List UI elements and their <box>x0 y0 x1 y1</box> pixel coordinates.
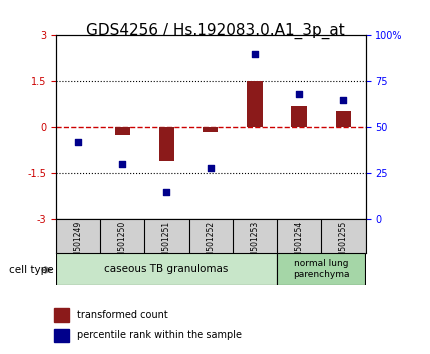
Text: GSM501250: GSM501250 <box>118 221 127 267</box>
Bar <box>277 253 366 285</box>
Point <box>252 51 258 57</box>
Point <box>340 97 347 103</box>
Bar <box>54 329 70 342</box>
Bar <box>292 106 307 127</box>
Text: transformed count: transformed count <box>77 310 168 320</box>
Bar <box>203 127 218 132</box>
Point <box>119 161 126 167</box>
Text: normal lung
parenchyma: normal lung parenchyma <box>293 259 350 279</box>
Text: GDS4256 / Hs.192083.0.A1_3p_at: GDS4256 / Hs.192083.0.A1_3p_at <box>86 23 344 39</box>
Text: caseous TB granulomas: caseous TB granulomas <box>104 264 229 274</box>
Text: GSM501251: GSM501251 <box>162 221 171 267</box>
Bar <box>54 308 70 321</box>
Text: GSM501252: GSM501252 <box>206 221 215 267</box>
Bar <box>114 127 130 135</box>
Bar <box>159 127 174 161</box>
Bar <box>336 110 351 127</box>
Point <box>74 139 81 145</box>
Text: GSM501253: GSM501253 <box>250 221 259 267</box>
Text: GSM501249: GSM501249 <box>74 221 83 267</box>
Bar <box>247 81 263 127</box>
Point <box>296 91 303 97</box>
Text: GSM501255: GSM501255 <box>339 221 348 267</box>
Bar <box>56 253 277 285</box>
Point <box>207 165 214 171</box>
Text: cell type: cell type <box>9 265 53 275</box>
Text: GSM501254: GSM501254 <box>295 221 304 267</box>
Point <box>163 189 170 195</box>
Text: percentile rank within the sample: percentile rank within the sample <box>77 330 242 341</box>
